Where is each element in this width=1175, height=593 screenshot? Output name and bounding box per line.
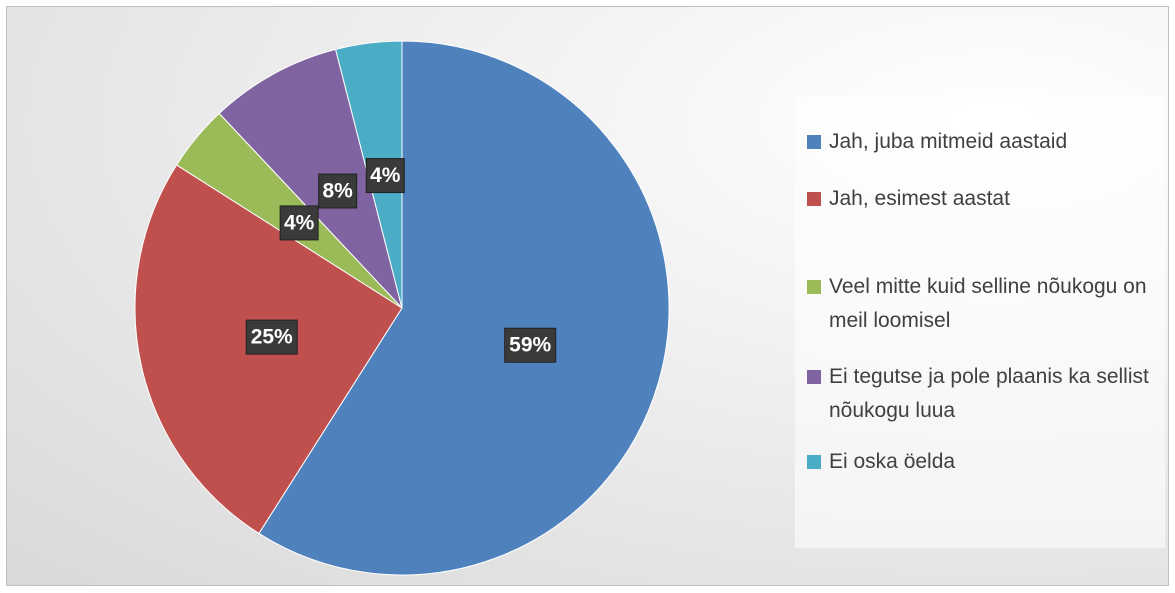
legend-swatch	[807, 192, 821, 206]
data-label-box	[279, 205, 319, 241]
legend-item: Jah, esimest aastat	[807, 182, 1152, 216]
legend-swatch	[807, 280, 821, 294]
legend: Jah, juba mitmeid aastaid Jah, esimest aa…	[795, 95, 1165, 548]
pie-slice	[218, 48, 403, 309]
legend-swatch	[807, 370, 821, 384]
pie-slice	[258, 40, 670, 576]
data-label: 4%	[370, 164, 401, 187]
legend-label: Jah, esimest aastat	[829, 187, 1010, 210]
data-label-box	[365, 158, 405, 194]
legend-label: Jah, juba mitmeid aastaid	[829, 130, 1068, 153]
legend-label: Ei oska öelda	[829, 450, 956, 473]
legend-item: Ei tegutse ja pole plaanis ka sellist nõ…	[807, 360, 1152, 428]
data-label: 25%	[251, 326, 293, 349]
data-label-box	[504, 327, 557, 363]
legend-swatch	[807, 455, 821, 469]
data-label: 4%	[284, 211, 315, 234]
data-label-box	[245, 319, 298, 355]
legend-label: Veel mitte kuid selline nõukogu on meil …	[829, 275, 1147, 332]
legend-swatch	[807, 135, 821, 149]
legend-label: Ei tegutse ja pole plaanis ka sellist nõ…	[829, 365, 1149, 422]
data-label: 8%	[323, 180, 354, 203]
data-label-box	[318, 173, 358, 209]
legend-item: Ei oska öelda	[807, 445, 1152, 479]
data-label: 59%	[509, 334, 551, 357]
legend-item: Jah, juba mitmeid aastaid	[807, 125, 1152, 159]
legend-item: Veel mitte kuid selline nõukogu on meil …	[807, 270, 1152, 338]
